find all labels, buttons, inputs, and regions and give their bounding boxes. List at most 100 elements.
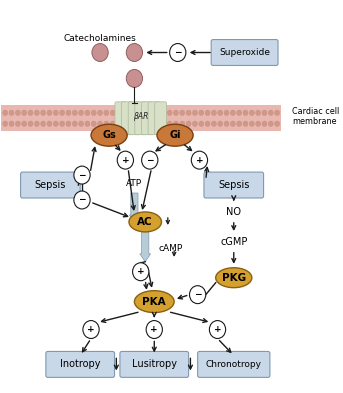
Text: βAR: βAR xyxy=(133,112,149,121)
Circle shape xyxy=(180,110,185,116)
FancyBboxPatch shape xyxy=(115,102,127,135)
Circle shape xyxy=(224,110,229,116)
Circle shape xyxy=(97,110,103,116)
Ellipse shape xyxy=(129,212,162,232)
Circle shape xyxy=(148,110,153,116)
Circle shape xyxy=(199,121,204,127)
Circle shape xyxy=(53,121,58,127)
Ellipse shape xyxy=(216,268,252,288)
Circle shape xyxy=(79,121,84,127)
Text: Sepsis: Sepsis xyxy=(218,180,249,190)
Circle shape xyxy=(170,44,186,61)
Text: Gs: Gs xyxy=(102,130,116,140)
FancyBboxPatch shape xyxy=(46,351,115,377)
Circle shape xyxy=(209,321,226,338)
Circle shape xyxy=(66,121,71,127)
Circle shape xyxy=(135,121,141,127)
Circle shape xyxy=(268,110,273,116)
Text: Sepsis: Sepsis xyxy=(35,180,66,190)
Circle shape xyxy=(262,121,267,127)
Circle shape xyxy=(129,121,134,127)
Circle shape xyxy=(218,121,223,127)
Circle shape xyxy=(249,110,255,116)
Circle shape xyxy=(199,110,204,116)
Circle shape xyxy=(249,121,255,127)
Circle shape xyxy=(3,110,8,116)
Text: Superoxide: Superoxide xyxy=(219,48,270,57)
Circle shape xyxy=(110,110,115,116)
Text: +: + xyxy=(137,267,144,276)
Circle shape xyxy=(123,121,128,127)
Circle shape xyxy=(243,110,248,116)
Circle shape xyxy=(34,110,39,116)
Circle shape xyxy=(205,121,210,127)
Text: PKA: PKA xyxy=(142,297,166,307)
Text: NO: NO xyxy=(226,207,241,217)
Circle shape xyxy=(186,110,191,116)
Circle shape xyxy=(72,121,77,127)
Circle shape xyxy=(148,121,153,127)
FancyBboxPatch shape xyxy=(141,102,153,135)
Text: Gi: Gi xyxy=(169,130,181,140)
Text: Cardiac cell
membrane: Cardiac cell membrane xyxy=(293,107,340,126)
Circle shape xyxy=(133,263,149,281)
Circle shape xyxy=(237,110,242,116)
FancyBboxPatch shape xyxy=(155,102,166,135)
FancyArrow shape xyxy=(140,232,151,262)
Text: Catecholamines: Catecholamines xyxy=(64,34,137,43)
Circle shape xyxy=(275,121,280,127)
Circle shape xyxy=(72,110,77,116)
FancyBboxPatch shape xyxy=(198,351,270,377)
Circle shape xyxy=(85,121,90,127)
Circle shape xyxy=(211,110,216,116)
Circle shape xyxy=(47,121,52,127)
Circle shape xyxy=(40,121,46,127)
Circle shape xyxy=(174,110,178,116)
Circle shape xyxy=(83,321,99,338)
Text: cGMP: cGMP xyxy=(220,237,247,247)
FancyBboxPatch shape xyxy=(204,172,263,198)
Circle shape xyxy=(79,110,84,116)
Circle shape xyxy=(230,110,235,116)
Ellipse shape xyxy=(134,291,174,312)
Circle shape xyxy=(142,151,158,169)
Circle shape xyxy=(205,110,210,116)
Bar xyxy=(1,105,281,131)
Text: −: − xyxy=(78,171,86,180)
Circle shape xyxy=(85,110,90,116)
Circle shape xyxy=(28,121,33,127)
Circle shape xyxy=(91,121,96,127)
Text: Chronotropy: Chronotropy xyxy=(206,360,262,369)
Circle shape xyxy=(34,121,39,127)
Circle shape xyxy=(28,110,33,116)
Circle shape xyxy=(224,121,229,127)
Circle shape xyxy=(146,321,162,338)
Text: ATP: ATP xyxy=(126,178,142,187)
Circle shape xyxy=(211,121,216,127)
Circle shape xyxy=(15,121,20,127)
Circle shape xyxy=(161,110,166,116)
Circle shape xyxy=(47,110,52,116)
Circle shape xyxy=(91,110,96,116)
Circle shape xyxy=(60,110,64,116)
Circle shape xyxy=(104,121,109,127)
Circle shape xyxy=(167,121,172,127)
Circle shape xyxy=(135,110,141,116)
Circle shape xyxy=(142,110,147,116)
Circle shape xyxy=(97,121,103,127)
Circle shape xyxy=(74,191,90,209)
Circle shape xyxy=(154,110,159,116)
Circle shape xyxy=(189,286,206,304)
Circle shape xyxy=(218,110,223,116)
FancyBboxPatch shape xyxy=(128,102,140,135)
Circle shape xyxy=(9,110,14,116)
Circle shape xyxy=(60,121,64,127)
Text: PKG: PKG xyxy=(222,273,246,283)
Circle shape xyxy=(268,121,273,127)
Circle shape xyxy=(256,110,261,116)
Text: +: + xyxy=(214,325,221,334)
Circle shape xyxy=(66,110,71,116)
Circle shape xyxy=(243,121,248,127)
Circle shape xyxy=(256,121,261,127)
FancyArrow shape xyxy=(129,193,139,222)
